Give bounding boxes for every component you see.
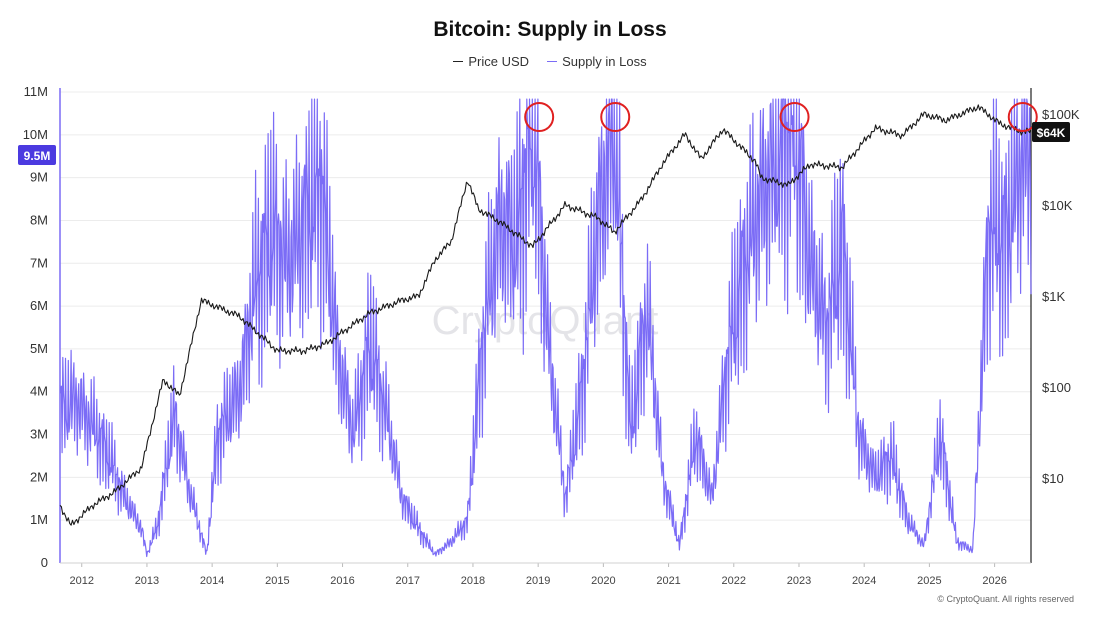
legend-item-price[interactable]: Price USD [453,54,529,69]
credit-text: © CryptoQuant. All rights reserved [937,594,1074,604]
legend-item-supply[interactable]: Supply in Loss [547,54,647,69]
y-left-tick-label: 3M [30,427,48,442]
supply-in-loss-line [59,98,1032,558]
peak-highlight-circle [779,102,810,132]
current-price-tag [1032,122,1070,142]
x-tick-label: 2017 [396,575,420,587]
current-supply-label: 9.5M [24,149,51,163]
peak-highlight-circle [600,102,631,132]
y-left-tick-label: 0 [41,555,48,570]
y-right-tick-label: $10 [1042,471,1064,486]
x-tick-label: 2025 [917,575,941,587]
x-tick-label: 2015 [265,575,289,587]
chart-title: Bitcoin: Supply in Loss [433,18,667,41]
y-right-tick-label: $10K [1042,198,1073,213]
x-tick-label: 2026 [982,575,1006,587]
price-legend-swatch [453,61,464,62]
y-right-tick-label: $1K [1042,289,1065,304]
y-left-tick-label: 1M [30,512,48,527]
y-left-tick-label: 10M [23,127,48,142]
legend-label-supply: Supply in Loss [562,54,647,69]
legend-label-price: Price USD [468,54,530,69]
y-right-tick-label: $100 [1042,380,1071,395]
supply-legend-swatch [547,61,558,62]
chart-legend: Price USD Supply in Loss [0,54,1100,69]
x-tick-label: 2021 [656,575,680,587]
peak-highlight-circle [524,102,555,132]
y-left-tick-label: 6M [30,298,48,313]
x-tick-label: 2012 [69,575,93,587]
y-right-tick-label: $100K [1042,107,1080,122]
x-tick-label: 2013 [135,575,159,587]
x-tick-label: 2014 [200,575,224,587]
peak-highlight-circle [1007,102,1038,132]
y-left-tick-label: 9M [30,170,48,185]
y-left-tick-label: 4M [30,384,48,399]
x-tick-label: 2022 [722,575,746,587]
y-left-tick-label: 2M [30,469,48,484]
y-left-tick-label: 5M [30,341,48,356]
x-tick-label: 2016 [330,575,354,587]
y-left-tick-label: 8M [30,212,48,227]
price-usd-line [59,104,1032,526]
x-tick-label: 2018 [461,575,485,587]
x-tick-label: 2019 [526,575,550,587]
current-supply-tag [18,145,56,165]
x-tick-label: 2020 [591,575,615,587]
x-tick-label: 2024 [852,575,876,587]
x-tick-label: 2023 [787,575,811,587]
current-price-label: $64K [1037,126,1066,140]
y-left-tick-label: 7M [30,255,48,270]
y-left-tick-label: 11M [24,84,48,99]
